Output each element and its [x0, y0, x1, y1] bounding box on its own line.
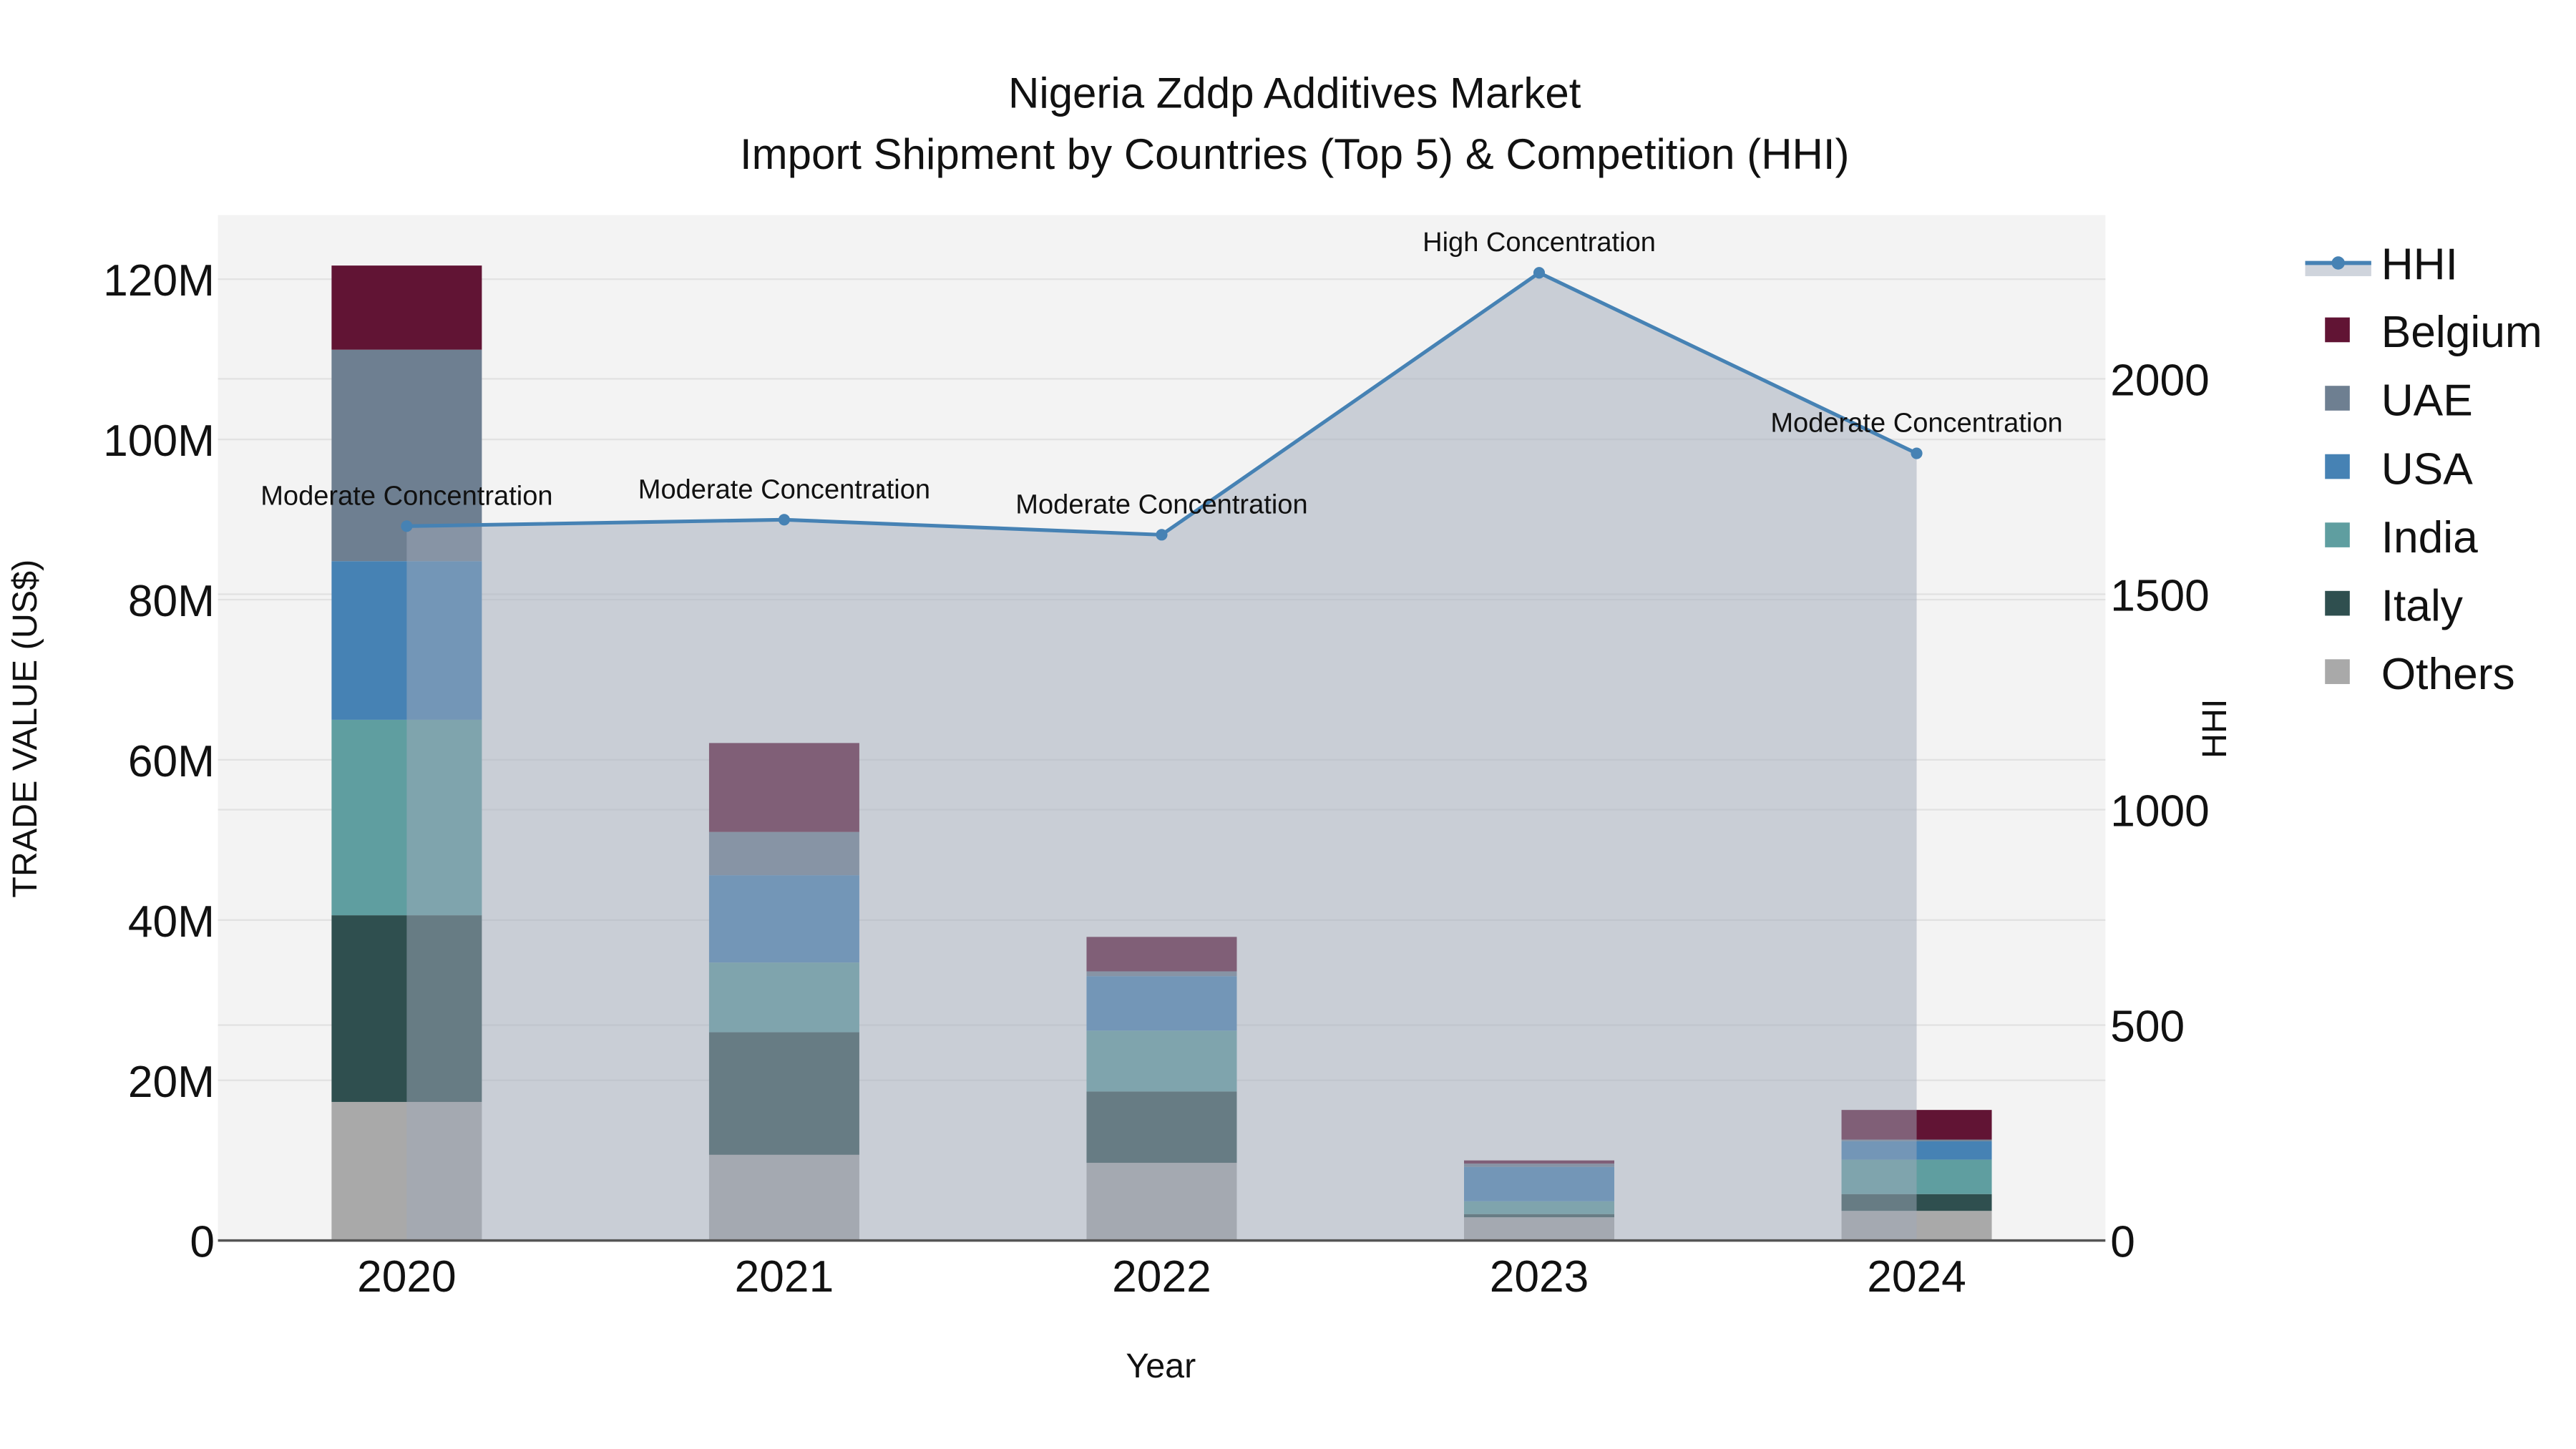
legend-swatch-uae	[2325, 386, 2350, 411]
y-axis-label: TRADE VALUE (US$)	[6, 560, 44, 898]
hhi-annotation-2022: Moderate Concentration	[1015, 489, 1307, 519]
y-tick-label: 60M	[128, 737, 215, 786]
legend-swatch-hhi-marker	[2331, 256, 2345, 270]
legend-label-belgium: Belgium	[2381, 308, 2542, 357]
x-tick-label: 2020	[357, 1252, 457, 1302]
chart-subtitle: Import Shipment by Countries (Top 5) & C…	[740, 130, 1850, 178]
y2-tick-label: 500	[2110, 1002, 2185, 1052]
hhi-annotation-2023: High Concentration	[1423, 228, 1656, 258]
y-tick-label: 20M	[128, 1058, 215, 1107]
legend-swatch-india	[2325, 522, 2350, 547]
y-tick-label: 120M	[103, 256, 215, 306]
legend-label-hhi: HHI	[2381, 240, 2458, 290]
y-axis-ticks: 0 20M 40M 60M 80M 100M 120M	[103, 256, 215, 1267]
legend-label-uae: UAE	[2381, 376, 2473, 426]
x-tick-label: 2021	[735, 1252, 834, 1302]
hhi-annotation-2020: Moderate Concentration	[260, 481, 552, 511]
y-tick-label: 40M	[128, 897, 215, 947]
hhi-series: Moderate Concentration Moderate Concentra…	[260, 228, 2063, 1241]
x-tick-label: 2022	[1112, 1252, 1211, 1302]
legend-label-italy: Italy	[2381, 581, 2464, 630]
y-tick-label: 0	[190, 1218, 215, 1267]
chart-title: Nigeria Zddp Additives Market	[1008, 69, 1581, 117]
legend-label-india: India	[2381, 513, 2478, 562]
legend-swatch-italy	[2325, 590, 2350, 616]
hhi-point-2022	[1156, 529, 1168, 541]
bar-belgium-2020	[331, 265, 482, 350]
y-tick-label: 100M	[103, 416, 215, 466]
hhi-annotation-2024: Moderate Concentration	[1770, 409, 2062, 439]
hhi-point-2023	[1533, 267, 1546, 279]
legend-label-others: Others	[2381, 650, 2515, 699]
y2-tick-label: 2000	[2110, 356, 2210, 405]
y2-axis-label: HHI	[2195, 699, 2234, 758]
hhi-point-2024	[1911, 447, 1923, 459]
legend-swatch-usa	[2325, 454, 2350, 479]
y2-tick-label: 1500	[2110, 572, 2210, 621]
hhi-area	[406, 273, 1917, 1241]
y-tick-label: 80M	[128, 577, 215, 626]
hhi-point-2021	[778, 514, 790, 526]
hhi-point-2020	[401, 520, 413, 532]
x-tick-label: 2023	[1490, 1252, 1589, 1302]
y2-tick-label: 1000	[2110, 787, 2210, 836]
y2-axis-ticks: 0 500 1000 1500 2000	[2110, 356, 2210, 1267]
x-tick-label: 2024	[1867, 1252, 1966, 1302]
legend-label-usa: USA	[2381, 444, 2474, 494]
x-axis-ticks: 2020 2021 2022 2023 2024	[357, 1252, 1966, 1302]
hhi-annotation-2021: Moderate Concentration	[638, 474, 930, 504]
legend-swatch-belgium	[2325, 317, 2350, 343]
legend: HHI Belgium UAE USA India Italy Others	[2305, 240, 2542, 699]
y2-tick-label: 0	[2110, 1218, 2135, 1267]
legend-swatch-others	[2325, 659, 2350, 684]
x-axis-label: Year	[1126, 1347, 1196, 1385]
